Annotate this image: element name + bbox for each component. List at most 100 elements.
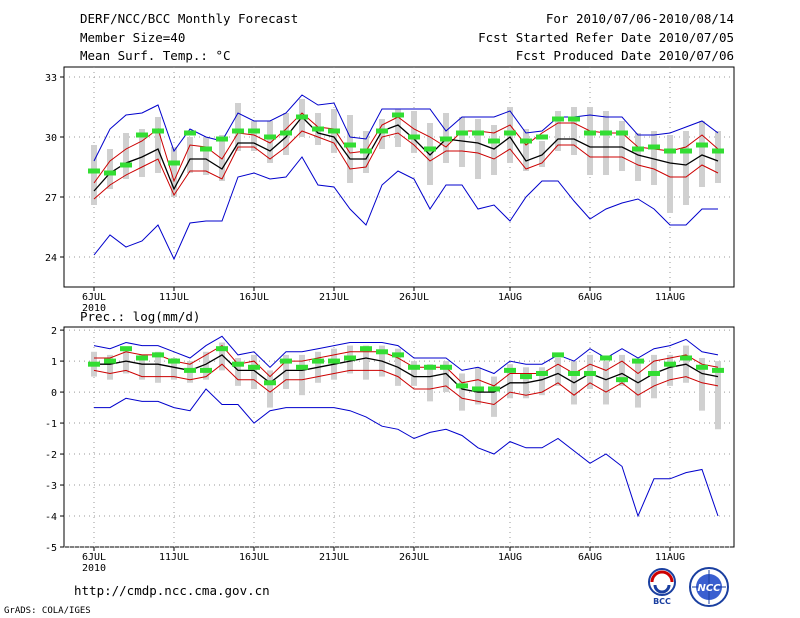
obs-marker [328,128,340,134]
obs-marker [216,136,228,142]
obs-marker [104,170,116,176]
obs-marker [312,126,324,132]
spread-box [491,125,497,175]
obs-marker [680,148,692,154]
obs-marker [712,148,724,154]
spread-box [171,357,177,380]
x-tick-label: 6AUG [578,552,602,563]
x-tick-label: 21JUL [319,292,349,303]
spread-box [219,342,225,371]
x-tick-label: 11AUG [655,292,685,303]
fcst-started-label: Fcst Started Refer Date 2010/07/05 [478,30,734,45]
obs-marker [472,130,484,136]
spread-box [379,119,385,149]
spread-box [667,135,673,213]
spread-box [139,354,145,380]
spread-box [475,119,481,179]
obs-marker [648,370,660,376]
obs-marker [712,367,724,373]
obs-marker [360,346,372,352]
spread-box [651,131,657,185]
member-size-label: Member Size=40 [80,30,186,45]
obs-marker [536,370,548,376]
y-tick-label: -2 [45,450,57,461]
spread-box [123,133,129,179]
obs-marker [584,130,596,136]
obs-marker [200,367,212,373]
obs-marker [152,128,164,134]
obs-marker [184,367,196,373]
obs-marker [584,370,596,376]
obs-marker [360,148,372,154]
obs-marker [568,370,580,376]
x-tick-label: 11AUG [655,552,685,563]
spread-box [571,107,577,155]
bcc-logo: BCC [648,568,676,606]
y-tick-label: 27 [45,193,57,204]
spread-box [459,373,465,411]
x-tick-label: 11JUL [159,292,189,303]
obs-marker [600,355,612,361]
website-url[interactable]: http://cmdp.ncc.cma.gov.cn [74,583,270,598]
y-tick-label: 30 [45,133,57,144]
x-tick-label: 6JUL [82,292,106,303]
obs-marker [296,114,308,120]
obs-marker [264,134,276,140]
spread-box [635,133,641,181]
temperature-panel: 24 27 30 33 6JUL 11JUL 16JUL 21JUL 26JUL 1AUG 6AUG… [45,66,735,314]
x-year-label: 2010 [82,563,106,574]
obs-marker [120,162,132,168]
obs-marker [280,130,292,136]
x-tick-label: 16JUL [239,552,269,563]
spread-box [283,354,289,389]
grads-credit: GrADS: COLA/IGES [4,606,91,616]
series-line-p90 [94,344,719,387]
spread-box [651,354,657,399]
obs-marker [376,349,388,355]
spread-box [507,364,513,399]
spread-box [555,357,561,386]
obs-marker [248,364,260,370]
spread-box [411,111,417,153]
plot-frame [63,66,735,288]
obs-marker [424,364,436,370]
obs-marker [440,364,452,370]
chart-title: DERF/NCC/BCC Monthly Forecast [80,11,299,26]
obs-marker [568,116,580,122]
obs-marker [168,358,180,364]
obs-marker [456,383,468,389]
spread-box [235,357,241,386]
spread-box [107,149,113,189]
obs-marker [296,364,308,370]
x-tick-label: 1AUG [498,292,522,303]
obs-marker [408,364,420,370]
obs-marker [312,358,324,364]
spread-box [539,141,545,167]
spread-box [251,121,257,151]
y-tick-label: -5 [45,543,57,554]
series-line-mean [94,354,719,393]
precip-variable-label: Prec.: log(mm/d) [80,309,200,324]
spread-box [475,367,481,405]
obs-marker [248,128,260,134]
series-line-p90 [93,112,719,184]
x-tick-label: 1AUG [498,552,522,563]
x-tick-label: 6AUG [578,292,602,303]
spread-box [347,115,353,183]
spread-box [699,121,705,187]
y-tick-label: -1 [45,419,57,430]
spread-box [187,137,193,173]
spread-box [267,370,273,408]
x-tick-label: 26JUL [399,552,429,563]
obs-marker [344,355,356,361]
spread-box [667,354,673,386]
series-line-p10 [93,130,719,200]
obs-marker [488,386,500,392]
spread-box [683,131,689,205]
obs-marker [392,352,404,358]
series-line-min [93,156,718,261]
obs-marker [488,138,500,144]
y-tick-label: 0 [51,388,57,399]
